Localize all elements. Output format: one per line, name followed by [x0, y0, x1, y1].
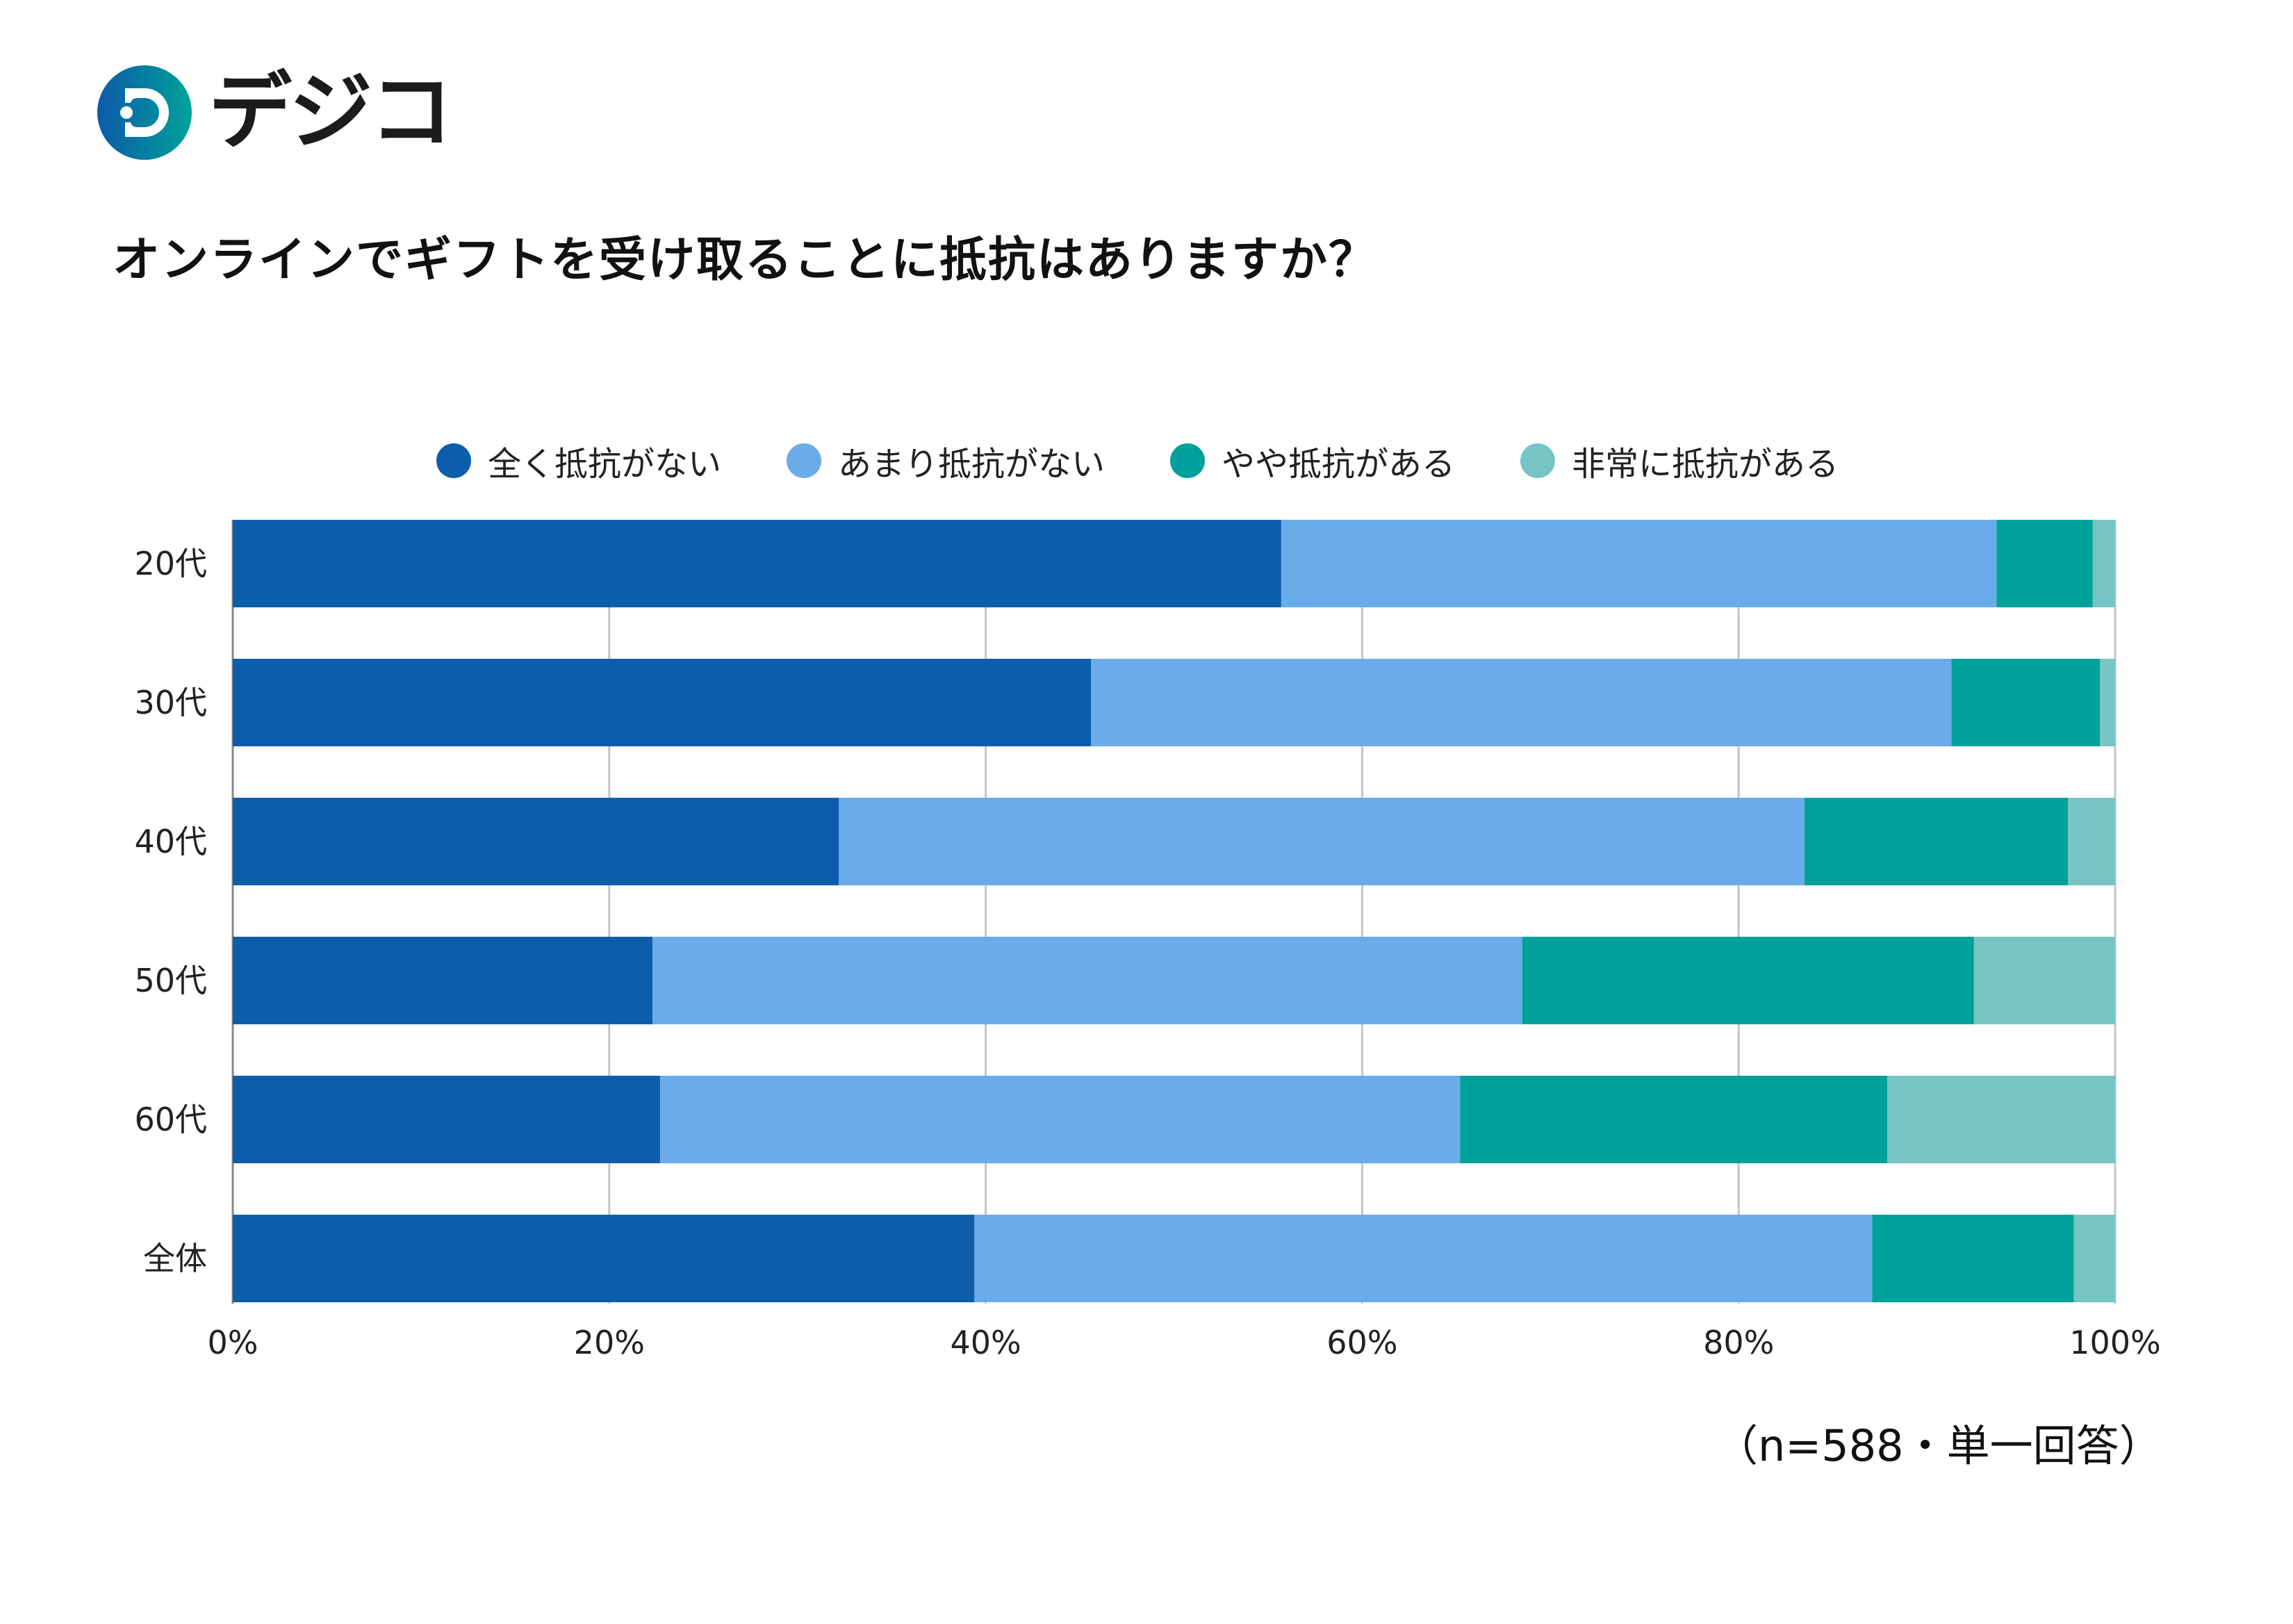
sample-note: （n=588・単一回答）: [1715, 1420, 2162, 1471]
legend-swatch: [1520, 443, 1556, 478]
x-tick-label: 0%: [208, 1324, 258, 1361]
bar-segment: [233, 659, 1092, 746]
y-category-label: 全体: [143, 1240, 207, 1277]
bar-segment: [233, 1215, 975, 1302]
x-tick-label: 40%: [950, 1324, 1021, 1361]
legend-label: あまり抵抗がない: [838, 445, 1106, 484]
bar-segment: [659, 1076, 1461, 1163]
bar-segment: [1460, 1076, 1888, 1163]
x-tick-label: 60%: [1326, 1324, 1397, 1361]
legend: 全く抵抗がない あまり抵抗がない やや抵抗がある 非常に抵抗がある: [436, 436, 1904, 485]
bar-segment: [1951, 659, 2101, 746]
bar-segment: [233, 798, 839, 885]
chart-title: オンラインでギフトを受け取ることに抵抗はありますか？: [113, 233, 1378, 288]
bar-segment: [652, 937, 1522, 1024]
legend-item: やや抵抗がある: [1170, 436, 1455, 485]
bar-segment: [1996, 520, 2093, 607]
bar-segment: [233, 520, 1281, 607]
bar-segment: [2100, 659, 2115, 746]
y-category-label: 60代: [134, 1101, 207, 1138]
y-category-label: 20代: [134, 545, 207, 582]
bar-segment: [2092, 520, 2115, 607]
bar-segment: [974, 1215, 1873, 1302]
x-tick-label: 80%: [1703, 1324, 1774, 1361]
bar-segment: [839, 798, 1805, 885]
bar-segment: [1281, 520, 1997, 607]
x-tick-label: 100%: [2069, 1324, 2161, 1361]
bar-segment: [1887, 1076, 2115, 1163]
bar-segment: [1973, 937, 2115, 1024]
legend-swatch: [1170, 443, 1206, 478]
x-tick-label: 20%: [574, 1324, 645, 1361]
bar-segment: [1522, 937, 1974, 1024]
logo-text: デジコ: [208, 64, 453, 161]
y-category-label: 30代: [134, 684, 207, 721]
bar-segment: [233, 1076, 660, 1163]
legend-swatch: [436, 443, 471, 478]
bar-segment: [233, 937, 653, 1024]
legend-swatch: [787, 443, 822, 478]
y-category-label: 50代: [134, 962, 207, 999]
bar-segment: [1872, 1215, 2074, 1302]
legend-item: あまり抵抗がない: [787, 436, 1105, 485]
y-category-label: 40代: [134, 823, 207, 860]
bar-segment: [1805, 798, 2069, 885]
bar-segment: [2073, 1215, 2115, 1302]
bar-segment: [2068, 798, 2115, 885]
digico-logo-icon: [97, 65, 192, 160]
legend-item: 非常に抵抗がある: [1520, 436, 1839, 485]
logo: デジコ: [96, 64, 453, 161]
bar-segment: [1091, 659, 1952, 746]
legend-label: やや抵抗がある: [1222, 445, 1456, 484]
legend-item: 全く抵抗がない: [436, 436, 721, 485]
legend-label: 非常に抵抗がある: [1572, 445, 1839, 484]
legend-label: 全く抵抗がない: [488, 445, 722, 484]
